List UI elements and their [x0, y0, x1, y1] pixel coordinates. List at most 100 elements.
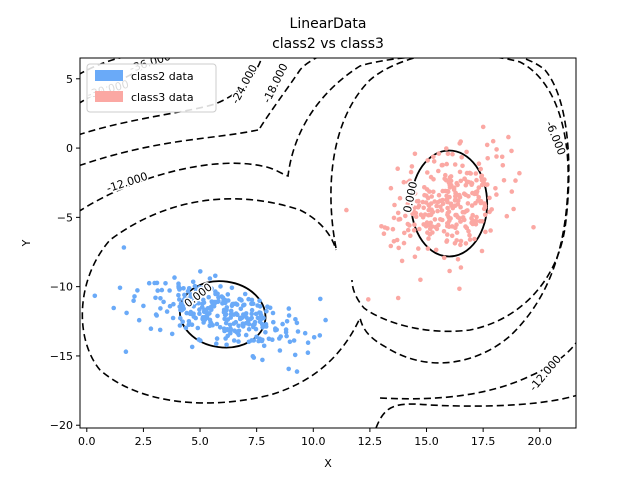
scatter-point-class2: [317, 333, 323, 338]
scatter-point-class3: [473, 171, 479, 176]
y-tick-label: −5: [57, 211, 73, 224]
scatter-point-class2: [295, 329, 301, 334]
scatter-point-class3: [454, 192, 459, 198]
scatter-point-class2: [201, 297, 206, 303]
scatter-point-class3: [411, 228, 417, 233]
legend-label-class3: class3 data: [131, 91, 194, 104]
scatter-point-class2: [189, 344, 195, 350]
scatter-point-class2: [228, 330, 233, 336]
scatter-point-class2: [188, 294, 193, 300]
scatter-point-class2: [190, 279, 196, 285]
scatter-point-class3: [482, 212, 488, 218]
scatter-point-class3: [409, 164, 415, 169]
scatter-point-class2: [159, 287, 165, 293]
scatter-point-class3: [485, 156, 491, 161]
scatter-point-class2: [255, 315, 261, 321]
scatter-point-class3: [434, 203, 439, 209]
scatter-point-class2: [181, 297, 187, 303]
scatter-point-class2: [199, 304, 205, 310]
scatter-point-class3: [407, 178, 413, 184]
scatter-point-class2: [260, 357, 265, 363]
scatter-point-class3: [484, 142, 490, 148]
scatter-point-class2: [224, 342, 229, 348]
scatter-point-class2: [189, 322, 195, 328]
scatter-point-class2: [158, 296, 163, 301]
scatter-point-class3: [399, 258, 405, 264]
scatter-point-class2: [242, 291, 248, 297]
scatter-point-class2: [180, 307, 186, 312]
scatter-point-class2: [257, 319, 263, 325]
scatter-point-class2: [227, 322, 233, 328]
scatter-point-class2: [240, 324, 246, 329]
scatter-point-class3: [472, 236, 477, 242]
scatter-point-class3: [454, 180, 460, 186]
scatter-point-class2: [215, 291, 220, 297]
scatter-point-class3: [478, 200, 484, 206]
scatter-point-class3: [436, 168, 441, 174]
scatter-point-class3: [412, 205, 417, 210]
scatter-point-class2: [163, 281, 168, 286]
scatter-point-class2: [180, 301, 186, 306]
scatter-point-class3: [444, 198, 450, 203]
scatter-point-class2: [177, 297, 182, 302]
scatter-point-class3: [416, 246, 421, 251]
scatter-point-class3: [462, 210, 467, 215]
scatter-point-class3: [414, 199, 420, 204]
scatter-point-class2: [172, 275, 177, 280]
scatter-point-class2: [238, 306, 244, 312]
scatter-point-class2: [176, 281, 181, 287]
scatter-point-class2: [218, 284, 223, 289]
scatter-point-class3: [405, 227, 411, 233]
scatter-point-class2: [293, 317, 298, 322]
scatter-point-class3: [458, 238, 464, 244]
scatter-point-class2: [249, 307, 255, 313]
scatter-point-class2: [302, 330, 308, 336]
scatter-point-class2: [228, 308, 234, 314]
contour-line-n12b: [379, 341, 576, 400]
scatter-point-class2: [198, 338, 203, 343]
x-tick-label: 15.0: [414, 435, 439, 448]
scatter-point-class2: [248, 316, 253, 322]
contour-line-n6: [330, 58, 570, 333]
scatter-point-class2: [186, 286, 192, 291]
scatter-point-class2: [265, 304, 270, 310]
scatter-point-class3: [433, 247, 439, 253]
scatter-point-class3: [428, 201, 434, 206]
y-tick-label: 5: [66, 73, 73, 86]
scatter-point-class3: [431, 154, 436, 160]
scatter-point-class3: [460, 163, 465, 169]
scatter-point-class2: [204, 309, 209, 314]
x-tick-label: 0.0: [78, 435, 96, 448]
scatter-point-class2: [186, 300, 191, 306]
scatter-point-class3: [457, 286, 462, 292]
x-tick-label: 20.0: [528, 435, 553, 448]
scatter-point-class3: [458, 265, 464, 270]
scatter-point-class3: [494, 154, 499, 159]
scatter-point-class3: [435, 208, 440, 214]
y-axis-label: Y: [20, 239, 33, 247]
scatter-point-class2: [256, 338, 261, 344]
plot-frame: [79, 57, 577, 429]
scatter-point-class2: [131, 298, 136, 304]
scatter-point-class2: [229, 285, 235, 291]
scatter-point-class2: [200, 285, 206, 291]
scatter-point-class2: [249, 311, 254, 317]
scatter-point-class2: [284, 333, 289, 339]
scatter-point-class2: [188, 309, 194, 315]
x-tick-label: 12.5: [358, 435, 383, 448]
scatter-point-class2: [171, 301, 176, 307]
scatter-point-class3: [366, 297, 371, 302]
scatter-point-class2: [176, 292, 181, 298]
chart-title: LinearData: [290, 16, 367, 32]
scatter-point-class3: [445, 212, 450, 217]
scatter-point-class3: [509, 148, 514, 154]
scatter-point-class2: [92, 293, 98, 299]
scatter-point-class3: [488, 228, 493, 233]
scatter-point-class2: [123, 349, 129, 355]
scatter-point-class2: [177, 287, 182, 292]
scatter-point-class2: [200, 291, 205, 297]
scatter-point-class2: [305, 350, 311, 356]
scatter-point-class2: [178, 315, 183, 321]
scatter-point-class2: [193, 287, 199, 293]
scatter-point-class3: [511, 206, 516, 212]
